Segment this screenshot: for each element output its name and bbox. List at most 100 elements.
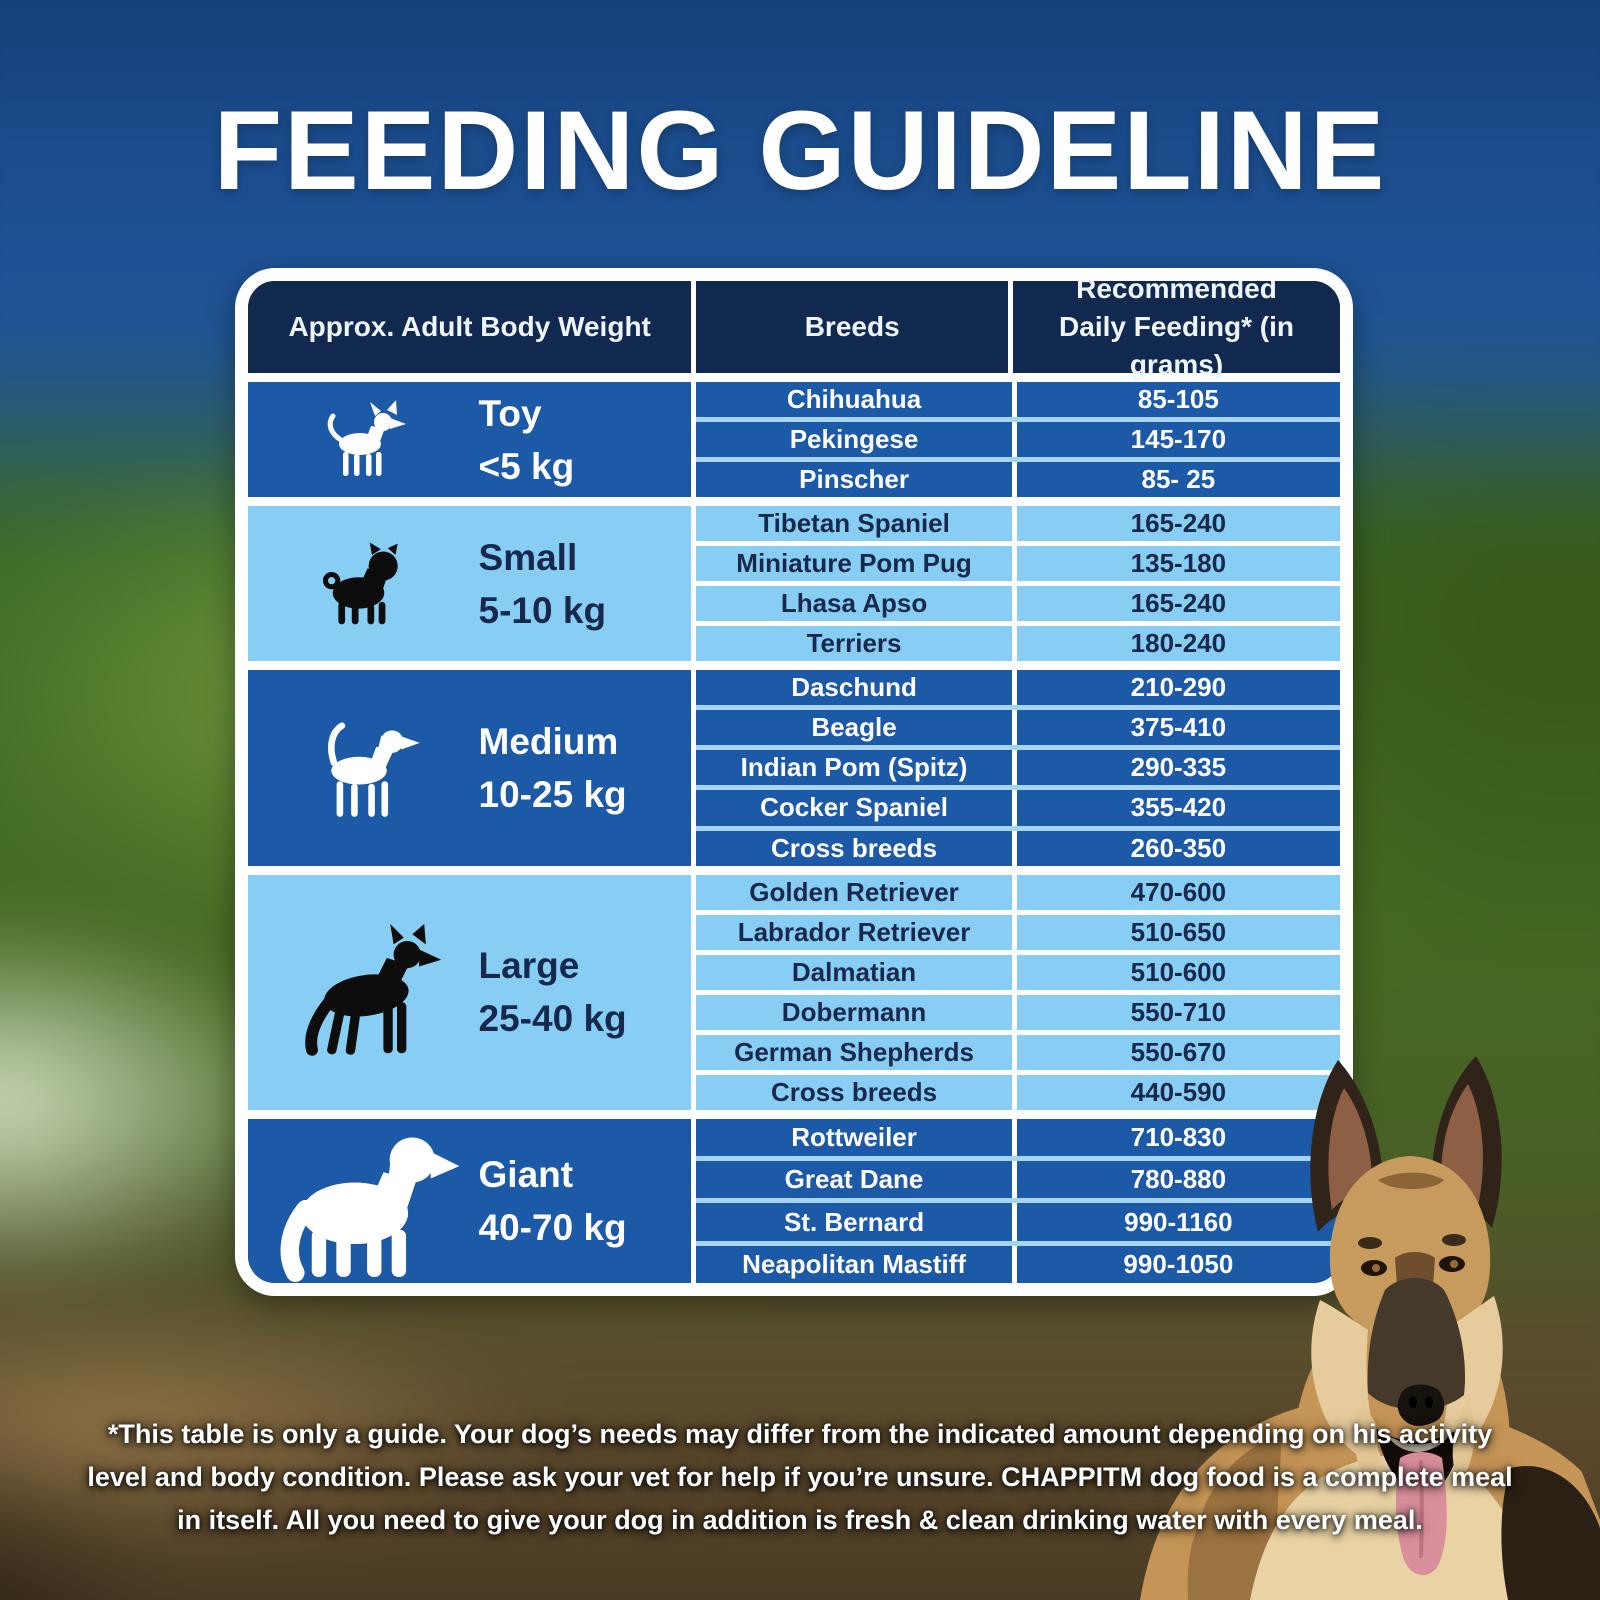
group-rows: Golden Retriever 470-600 Labrador Retrieve… xyxy=(691,874,1340,1110)
german-shepherd-icon xyxy=(275,924,451,1060)
breed-cell: Pekingese xyxy=(789,424,919,455)
table-row: Neapolitan Mastiff 990-1050 xyxy=(696,1240,1340,1283)
table-row: Rottweiler 710-830 xyxy=(696,1118,1340,1157)
footnote-line-2: level and body condition. Please ask you… xyxy=(87,1462,1513,1492)
breed-cell: Cross breeds xyxy=(770,1076,938,1107)
weight-label: <5 kg xyxy=(478,445,575,487)
footnote-line-1: *This table is only a guide. Your dog’s … xyxy=(107,1419,1493,1449)
size-group-giant: Giant 40-70 kg Rottweiler 710-830 Great Dane… xyxy=(248,1109,1340,1283)
breed-cell: German Shepherds xyxy=(734,1036,974,1067)
amount-cell: 990-1160 xyxy=(1011,1203,1340,1241)
table-row: Cross breeds 440-590 xyxy=(696,1069,1340,1110)
weight-label: 40-70 kg xyxy=(478,1206,627,1248)
breed-cell: Chihuahua xyxy=(786,384,922,415)
amount-cell: 470-600 xyxy=(1011,874,1340,910)
size-label: Giant xyxy=(478,1153,574,1195)
amount-cell: 510-600 xyxy=(1011,954,1340,990)
table-row: Cross breeds 260-350 xyxy=(696,825,1340,866)
group-rows: Tibetan Spaniel 165-240 Miniature Pom Pug 1… xyxy=(691,506,1340,662)
feeding-guideline-table: Approx. Adult Body Weight Breeds Recomme… xyxy=(235,268,1353,1296)
size-label-box: Giant 40-70 kg xyxy=(479,1156,627,1246)
breed-cell: Dobermann xyxy=(781,996,927,1027)
table-row: Lhasa Apso 165-240 xyxy=(696,581,1340,622)
table-row: Dalmatian 510-600 xyxy=(696,949,1340,990)
breed-cell: Miniature Pom Pug xyxy=(736,548,972,579)
table-row: Beagle 375-410 xyxy=(696,705,1340,746)
page-title: FEEDING GUIDELINE xyxy=(213,88,1387,213)
size-group-toy: Toy <5 kg Chihuahua 85-105 Pekingese 145-170 P… xyxy=(248,382,1340,498)
weight-label: 5-10 kg xyxy=(478,589,607,631)
amount-cell: 290-335 xyxy=(1011,750,1340,786)
amount-cell: 260-350 xyxy=(1011,830,1340,866)
amount-cell: 780-880 xyxy=(1011,1161,1340,1199)
icon-box xyxy=(248,715,479,821)
pug-icon xyxy=(307,538,419,630)
size-label-box: Small 5-10 kg xyxy=(479,539,607,629)
amount-cell: 210-290 xyxy=(1011,670,1340,706)
breed-cell: Rottweiler xyxy=(791,1121,917,1152)
breed-cell: Cross breeds xyxy=(770,832,938,863)
breed-cell: Great Dane xyxy=(784,1164,924,1195)
amount-cell: 550-670 xyxy=(1011,1034,1340,1070)
saint-bernard-icon xyxy=(256,1119,470,1283)
icon-box xyxy=(248,924,479,1060)
table-row: Terriers 180-240 xyxy=(696,621,1340,662)
breed-cell: Golden Retriever xyxy=(749,876,959,907)
size-group-large: Large 25-40 kg Golden Retriever 470-600 Labr… xyxy=(248,865,1340,1110)
breed-cell: Beagle xyxy=(811,712,897,743)
breed-cell: Neapolitan Mastiff xyxy=(742,1248,966,1279)
size-label-box: Large 25-40 kg xyxy=(479,947,627,1037)
table-row: German Shepherds 550-670 xyxy=(696,1029,1340,1070)
table-row: Indian Pom (Spitz) 290-335 xyxy=(696,745,1340,786)
size-label: Toy xyxy=(478,392,542,434)
chihuahua-icon xyxy=(313,398,413,482)
amount-cell: 990-1050 xyxy=(1011,1245,1340,1283)
amount-cell: 355-420 xyxy=(1011,790,1340,826)
table-row: Miniature Pom Pug 135-180 xyxy=(696,541,1340,582)
size-group-cell: Giant 40-70 kg xyxy=(248,1119,691,1283)
table-row: Golden Retriever 470-600 xyxy=(696,874,1340,910)
breed-cell: Labrador Retriever xyxy=(737,916,971,947)
size-group-cell: Toy <5 kg xyxy=(248,382,691,497)
amount-cell: 510-650 xyxy=(1011,914,1340,950)
icon-box xyxy=(248,538,479,630)
amount-cell: 85-105 xyxy=(1011,382,1340,418)
amount-cell: 145-170 xyxy=(1011,422,1340,458)
breed-cell: Tibetan Spaniel xyxy=(758,508,950,539)
table-row: Daschund 210-290 xyxy=(696,670,1340,706)
table-row: Tibetan Spaniel 165-240 xyxy=(696,506,1340,542)
breed-cell: Lhasa Apso xyxy=(780,588,928,619)
amount-cell: 135-180 xyxy=(1011,546,1340,582)
group-rows: Chihuahua 85-105 Pekingese 145-170 Pinscher 8… xyxy=(691,382,1340,498)
table-row: St. Bernard 990-1160 xyxy=(696,1198,1340,1241)
breed-cell: Daschund xyxy=(791,672,917,703)
table-row: Dobermann 550-710 xyxy=(696,989,1340,1030)
weight-label: 10-25 kg xyxy=(478,773,627,815)
amount-cell: 550-710 xyxy=(1011,994,1340,1030)
size-label: Medium xyxy=(478,720,619,762)
size-group-cell: Medium 10-25 kg xyxy=(248,670,691,865)
footnote-line-3: in itself. All you need to give your dog… xyxy=(177,1505,1423,1535)
table-row: Labrador Retriever 510-650 xyxy=(696,909,1340,950)
group-rows: Rottweiler 710-830 Great Dane 780-880 St. Be… xyxy=(691,1118,1340,1283)
amount-cell: 710-830 xyxy=(1011,1118,1340,1157)
table-row: Cocker Spaniel 355-420 xyxy=(696,785,1340,826)
group-rows: Daschund 210-290 Beagle 375-410 Indian Pom (… xyxy=(691,670,1340,866)
size-group-medium: Medium 10-25 kg Daschund 210-290 Beagle 375-4… xyxy=(248,661,1340,866)
size-label: Large xyxy=(478,945,580,987)
size-label: Small xyxy=(478,536,578,578)
amount-cell: 85- 25 xyxy=(1011,462,1340,498)
table-row: Pinscher 85- 25 xyxy=(696,457,1340,498)
table-row: Great Dane 780-880 xyxy=(696,1156,1340,1199)
size-label-box: Medium 10-25 kg xyxy=(479,723,627,813)
size-label-box: Toy <5 kg xyxy=(479,395,575,485)
breed-cell: Dalmatian xyxy=(791,956,917,987)
amount-cell: 180-240 xyxy=(1011,626,1340,662)
icon-box xyxy=(248,398,479,482)
beagle-icon xyxy=(297,715,429,821)
table-body: Toy <5 kg Chihuahua 85-105 Pekingese 145-170 P… xyxy=(248,382,1340,1283)
breed-cell: Pinscher xyxy=(799,464,909,495)
header-body-weight: Approx. Adult Body Weight xyxy=(288,311,651,343)
table-row: Chihuahua 85-105 xyxy=(696,382,1340,418)
amount-cell: 165-240 xyxy=(1011,506,1340,542)
